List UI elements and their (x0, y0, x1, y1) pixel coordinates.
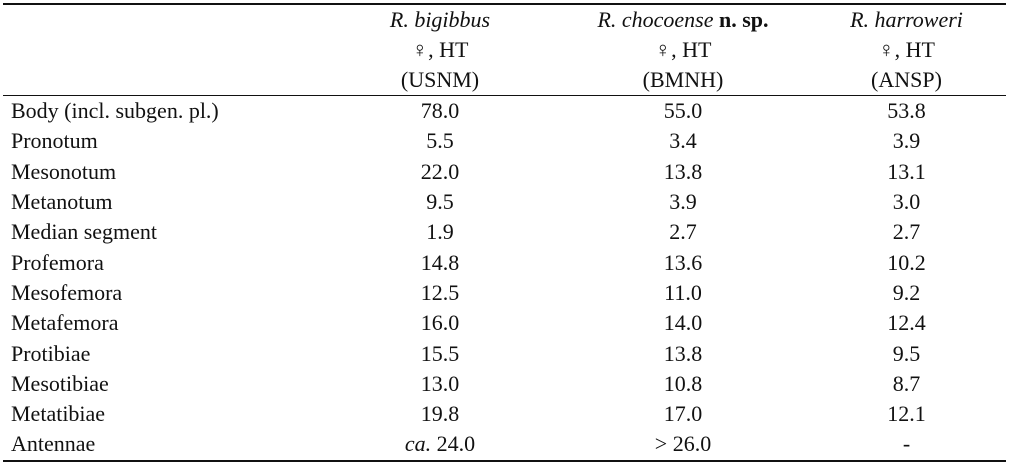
value-cell: 3.9 (669, 189, 697, 215)
new-species-marker: n. sp. (719, 7, 769, 32)
table-header: R. bigibbus R. chocoense n. sp. R. harro… (3, 3, 1006, 96)
row-label: Mesotibiae (11, 370, 109, 396)
row-label: Body (incl. subgen. pl.) (11, 98, 219, 124)
value-cell: 2.7 (892, 219, 921, 245)
measurements-table-container: R. bigibbus R. chocoense n. sp. R. harro… (3, 3, 1006, 462)
table-row-antennae: Antennae ca. 24.0 > 26.0 - (3, 429, 1006, 462)
specimen-type: ♀, HT (411, 37, 469, 62)
table-row: Mesofemora 12.5 11.0 9.2 (3, 278, 1006, 308)
table-body: Body (incl. subgen. pl.) 78.0 55.0 53.8 … (3, 96, 1006, 462)
value-cell: 12.5 (420, 279, 460, 305)
header-species-2: R. chocoense n. sp. (559, 3, 807, 35)
table-row: Mesonotum 22.0 13.8 13.1 (3, 157, 1006, 187)
table-row: Body (incl. subgen. pl.) 78.0 55.0 53.8 (3, 96, 1006, 127)
value-cell: 22.0 (420, 158, 460, 184)
value-cell: 78.0 (420, 98, 460, 124)
species-name: R. chocoense (597, 7, 714, 32)
table-row: Metanotum 9.5 3.9 3.0 (3, 187, 1006, 217)
row-label: Metanotum (11, 189, 113, 215)
value-cell: 14.0 (663, 310, 703, 336)
institution-code: (ANSP) (807, 65, 1006, 96)
specimen-type: ♀, HT (878, 37, 935, 62)
value-cell: 3.4 (669, 128, 697, 154)
institution-code: (BMNH) (559, 65, 807, 96)
header-species-1: R. bigibbus (321, 3, 559, 35)
value-cell: 13.8 (663, 158, 703, 184)
value-cell: 3.9 (892, 128, 921, 154)
table-row: Profemora 14.8 13.6 10.2 (3, 247, 1006, 277)
value-cell: > 26.0 (559, 429, 807, 462)
header-empty-cell (3, 35, 321, 65)
specimen-type: ♀, HT (654, 37, 712, 62)
approx-prefix: ca. (404, 431, 432, 457)
value-cell: 5.5 (426, 128, 454, 154)
row-label: Antennae (3, 429, 321, 462)
value-cell: 11.0 (664, 279, 702, 305)
row-label: Mesonotum (11, 158, 117, 184)
value-cell: 55.0 (663, 98, 703, 124)
approx-value: 24.0 (431, 431, 476, 457)
value-cell: 17.0 (663, 401, 703, 427)
table-row: Metafemora 16.0 14.0 12.4 (3, 308, 1006, 338)
row-label: Metatibiae (11, 401, 106, 427)
value-cell: 15.5 (420, 340, 460, 366)
header-row-specimen: ♀, HT ♀, HT ♀, HT (3, 35, 1006, 65)
row-label: Mesofemora (11, 279, 123, 305)
table-row: Mesotibiae 13.0 10.8 8.7 (3, 369, 1006, 399)
value-cell: 13.8 (663, 340, 703, 366)
header-row-species: R. bigibbus R. chocoense n. sp. R. harro… (3, 3, 1006, 35)
row-label: Metafemora (11, 310, 119, 336)
value-cell: 9.5 (892, 340, 921, 366)
value-cell: ca. 24.0 (321, 429, 559, 462)
value-cell: 16.0 (420, 310, 460, 336)
value-cell: 10.8 (663, 370, 703, 396)
table-row: Pronotum 5.5 3.4 3.9 (3, 126, 1006, 156)
value-cell: 10.2 (887, 249, 926, 275)
row-label: Pronotum (11, 128, 98, 154)
header-row-institution: (USNM) (BMNH) (ANSP) (3, 65, 1006, 96)
header-empty-cell (3, 3, 321, 35)
header-empty-cell (3, 65, 321, 96)
value-cell: 53.8 (887, 98, 926, 124)
value-cell: 19.8 (420, 401, 460, 427)
value-cell: 3.0 (892, 189, 921, 215)
value-cell: 8.7 (892, 370, 921, 396)
value-cell: 9.5 (426, 189, 454, 215)
row-label: Profemora (11, 249, 104, 275)
species-name: R. harroweri (850, 7, 963, 32)
row-label: Protibiae (11, 340, 91, 366)
row-label: Median segment (11, 219, 158, 245)
table-row: Protibiae 15.5 13.8 9.5 (3, 338, 1006, 368)
species-name: R. bigibbus (389, 7, 491, 32)
header-species-3: R. harroweri (807, 3, 1006, 35)
value-cell: 13.1 (887, 158, 926, 184)
value-cell: 2.7 (669, 219, 697, 245)
value-cell: 13.0 (420, 370, 460, 396)
value-cell: 1.9 (426, 219, 454, 245)
value-cell: 9.2 (892, 279, 921, 305)
value-cell: - (807, 429, 1006, 462)
value-cell: 12.1 (887, 401, 926, 427)
value-cell: 13.6 (663, 249, 703, 275)
table-row: Median segment 1.9 2.7 2.7 (3, 217, 1006, 247)
value-cell: 14.8 (420, 249, 460, 275)
table-row: Metatibiae 19.8 17.0 12.1 (3, 399, 1006, 429)
value-cell: 12.4 (887, 310, 926, 336)
institution-code: (USNM) (321, 65, 559, 96)
measurements-table: R. bigibbus R. chocoense n. sp. R. harro… (3, 3, 1006, 462)
